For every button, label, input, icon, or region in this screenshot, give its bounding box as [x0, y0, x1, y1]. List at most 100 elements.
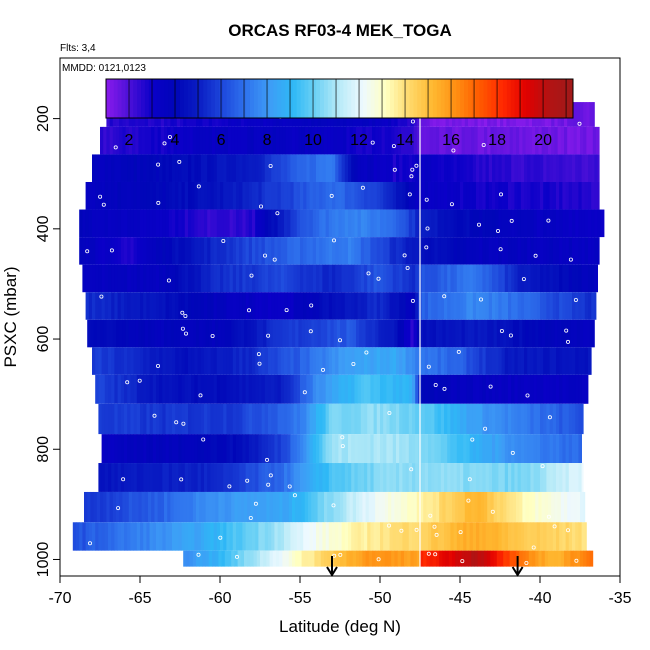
heatmap-cell [287, 463, 291, 492]
sample-point [433, 382, 438, 387]
colorbar-segment [378, 79, 383, 118]
heatmap-cell [380, 463, 384, 492]
heatmap-cell [453, 209, 458, 238]
heatmap-cell [338, 522, 342, 551]
heatmap-cell [346, 550, 350, 567]
heatmap-cell [495, 374, 499, 404]
heatmap-cell [466, 292, 470, 320]
heatmap-cell [280, 463, 285, 492]
heatmap-cell [460, 463, 464, 492]
heatmap-cell [402, 347, 406, 375]
heatmap-cell [364, 347, 368, 375]
heatmap-cell [191, 347, 195, 375]
heatmap-cell [541, 126, 546, 155]
heatmap-cell [208, 319, 213, 348]
heatmap-cell [592, 102, 595, 127]
heatmap-cell [415, 209, 419, 238]
heatmap-cell [242, 264, 246, 293]
sample-point [137, 378, 142, 383]
heatmap-cell [104, 463, 109, 492]
heatmap-cell [101, 374, 106, 404]
colorbar-segment [320, 79, 325, 118]
heatmap-cell [437, 237, 442, 265]
heatmap-cell [524, 463, 528, 492]
colorbar-segment [257, 79, 263, 118]
heatmap-cell [328, 237, 333, 265]
heatmap-cell [565, 522, 570, 551]
heatmap-cell [181, 434, 186, 464]
heatmap-cell [152, 403, 157, 435]
heatmap-cell [101, 347, 106, 375]
heatmap-cell [285, 126, 290, 155]
heatmap-cell [572, 209, 576, 238]
heatmap-cell [389, 264, 394, 293]
heatmap-cell [468, 550, 472, 567]
heatmap-cell [85, 292, 90, 320]
heatmap-cell [140, 403, 144, 435]
heatmap-cell [133, 237, 138, 265]
heatmap-cell [162, 292, 166, 320]
heatmap-cell [444, 434, 448, 464]
heatmap-cell [392, 264, 397, 293]
heatmap-cell [248, 347, 253, 375]
sample-point [495, 228, 500, 233]
heatmap-cell [424, 522, 429, 551]
heatmap-cell [548, 550, 552, 567]
heatmap-cell [412, 463, 416, 492]
heatmap-cell [152, 292, 157, 320]
heatmap-cell [469, 463, 474, 492]
heatmap-cell [463, 181, 467, 210]
heatmap-cell [356, 319, 360, 348]
heatmap-cell [192, 126, 197, 155]
heatmap-cell [535, 126, 539, 155]
heatmap-cell [293, 154, 298, 182]
heatmap-cell [319, 209, 323, 238]
heatmap-cell [480, 491, 485, 523]
heatmap-cell [357, 403, 362, 435]
heatmap-cell [101, 209, 106, 238]
heatmap-cell [370, 264, 374, 293]
heatmap-cell [546, 434, 550, 464]
sample-point [552, 524, 557, 529]
heatmap-cell [322, 522, 326, 551]
heatmap-cell [546, 181, 550, 210]
heatmap-cell [583, 319, 587, 348]
sample-point [221, 238, 226, 243]
heatmap-cell [408, 237, 413, 265]
heatmap-cell [149, 237, 154, 265]
heatmap-cell [92, 522, 96, 551]
heatmap-cell [592, 319, 595, 348]
heatmap-cell [391, 126, 395, 155]
heatmap-cell [200, 237, 205, 265]
sample-point [508, 333, 513, 338]
heatmap-cell [431, 403, 435, 435]
heatmap-cell [383, 292, 387, 320]
heatmap-cell [524, 347, 528, 375]
heatmap-cell [252, 403, 256, 435]
heatmap-cell [400, 319, 405, 348]
heatmap-cell [399, 434, 403, 464]
heatmap-cell [213, 292, 218, 320]
heatmap-cell [124, 181, 128, 210]
heatmap-cell [244, 126, 248, 155]
heatmap-cell [149, 154, 154, 182]
heatmap-cell [485, 181, 490, 210]
heatmap-cell [493, 491, 498, 523]
heatmap-cell [335, 181, 339, 210]
heatmap-cell [408, 292, 413, 320]
heatmap-cell [325, 292, 330, 320]
heatmap-cell [194, 374, 198, 404]
heatmap-cell [536, 434, 541, 464]
heatmap-cell [367, 154, 371, 182]
heatmap-cell [293, 374, 298, 404]
heatmap-cell [500, 491, 504, 523]
heatmap-cell [149, 434, 154, 464]
heatmap-cell [344, 292, 349, 320]
heatmap-cell [434, 237, 438, 265]
heatmap-cell [111, 264, 115, 293]
heatmap-cell [98, 181, 102, 210]
heatmap-cell [210, 154, 214, 182]
heatmap-cell [152, 154, 157, 182]
heatmap-cell [364, 522, 368, 551]
heatmap-cell [520, 434, 525, 464]
